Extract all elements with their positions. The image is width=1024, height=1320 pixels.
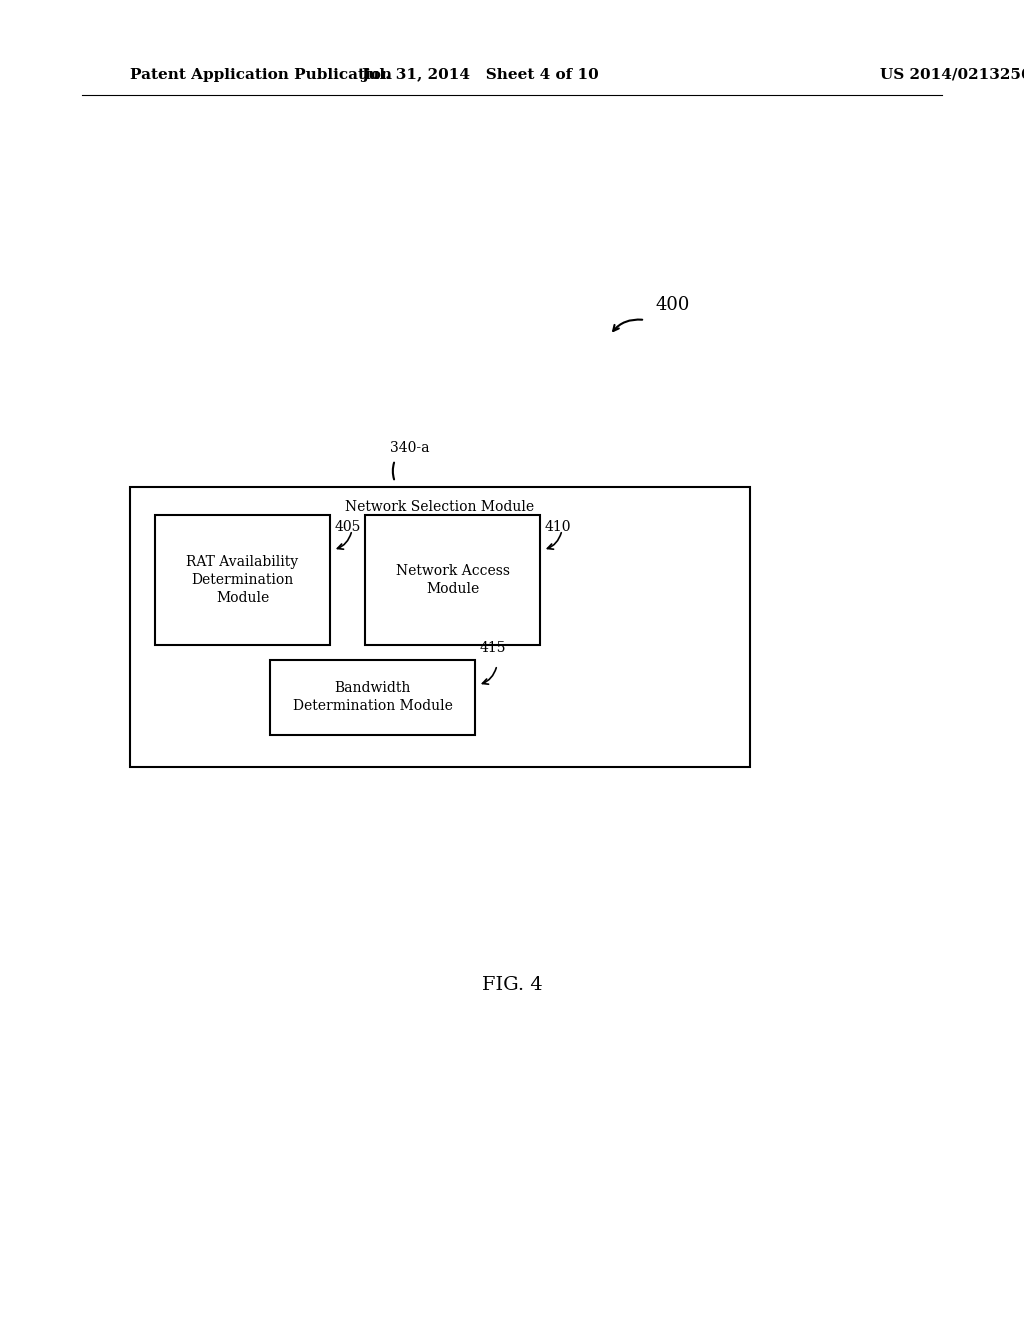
Text: 415: 415 (480, 642, 507, 655)
Bar (365, 515, 540, 645)
Text: Network Selection Module: Network Selection Module (345, 500, 535, 513)
Bar (270, 660, 475, 735)
Text: Module: Module (216, 591, 269, 605)
Text: Module: Module (426, 582, 479, 597)
Text: Determination: Determination (191, 573, 294, 587)
Text: US 2014/0213256 A1: US 2014/0213256 A1 (880, 69, 1024, 82)
Text: RAT Availability: RAT Availability (186, 554, 299, 569)
Text: 405: 405 (335, 520, 361, 535)
Text: Network Access: Network Access (395, 564, 510, 578)
Text: 400: 400 (655, 296, 689, 314)
Text: Patent Application Publication: Patent Application Publication (130, 69, 392, 82)
Text: 340-a: 340-a (390, 441, 429, 455)
Bar (130, 487, 750, 767)
Text: FIG. 4: FIG. 4 (481, 975, 543, 994)
Text: Bandwidth: Bandwidth (334, 681, 411, 696)
Bar (155, 515, 330, 645)
Text: Jul. 31, 2014   Sheet 4 of 10: Jul. 31, 2014 Sheet 4 of 10 (361, 69, 599, 82)
Text: Determination Module: Determination Module (293, 700, 453, 714)
Text: 410: 410 (545, 520, 571, 535)
